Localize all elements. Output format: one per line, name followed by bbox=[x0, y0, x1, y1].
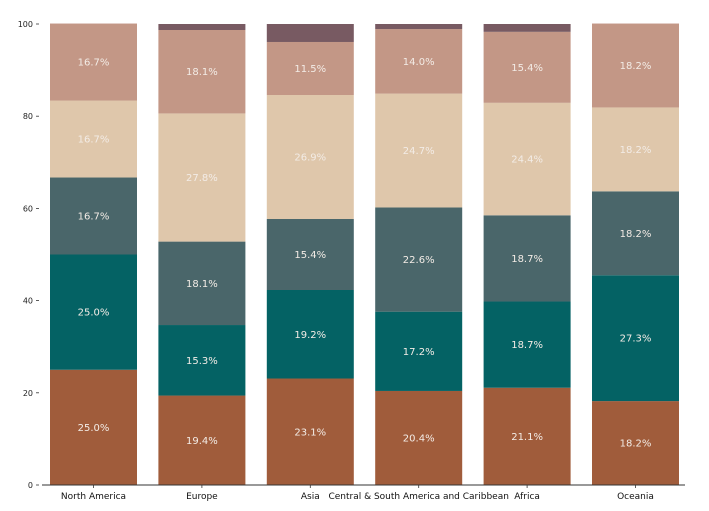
bar-segment bbox=[592, 275, 679, 402]
segment-value-label: 23.1% bbox=[294, 427, 326, 438]
segment-value-label: 18.7% bbox=[511, 254, 543, 265]
y-tick-label: 80 bbox=[23, 112, 33, 121]
segment-labels-layer: 25.0% 25.0% 16.7% 16.7% 16.7% 19.4% 15.3% 18.1%… bbox=[78, 57, 652, 450]
segment-value-label: 20.4% bbox=[403, 433, 435, 444]
segment-value-label: 11.5% bbox=[294, 64, 326, 75]
bar-segment bbox=[50, 23, 137, 101]
bar-segment bbox=[266, 289, 354, 379]
bar-segment bbox=[158, 241, 246, 326]
bars-layer bbox=[50, 23, 679, 485]
x-category-label: Asia bbox=[301, 492, 320, 502]
segment-value-label: 26.9% bbox=[294, 152, 326, 163]
segment-value-label: 19.4% bbox=[186, 436, 218, 447]
segment-value-label: 18.1% bbox=[186, 279, 218, 290]
bar-segment bbox=[158, 113, 246, 242]
bar-segment bbox=[592, 23, 679, 108]
bar-segment bbox=[266, 41, 354, 95]
segment-value-label: 14.0% bbox=[403, 57, 435, 68]
segment-value-label: 18.2% bbox=[620, 61, 652, 72]
segment-value-label: 15.4% bbox=[511, 63, 543, 74]
segment-value-label: 27.3% bbox=[620, 334, 652, 345]
bar-segment bbox=[266, 219, 354, 290]
segment-value-label: 18.2% bbox=[620, 229, 652, 240]
segment-value-label: 15.3% bbox=[186, 356, 218, 367]
segment-value-label: 18.1% bbox=[186, 67, 218, 78]
bar-segment bbox=[50, 254, 137, 370]
bar-segment bbox=[592, 107, 679, 192]
bar-segment bbox=[592, 401, 679, 485]
segment-value-label: 15.4% bbox=[294, 250, 326, 261]
x-axis: North America Europe Asia Central & South A… bbox=[42, 484, 685, 502]
bar-segment bbox=[266, 378, 354, 485]
bar-segment bbox=[158, 325, 246, 396]
bar-segment bbox=[50, 100, 137, 178]
bar-segment bbox=[483, 102, 571, 216]
segment-value-label: 25.0% bbox=[78, 308, 110, 319]
bar-segment bbox=[266, 94, 354, 220]
segment-value-label: 24.7% bbox=[403, 146, 435, 157]
bar-segment bbox=[50, 177, 137, 255]
bar-segment bbox=[483, 24, 571, 32]
bar-segment bbox=[483, 387, 571, 485]
bar-segment bbox=[375, 24, 463, 30]
segment-value-label: 16.7% bbox=[78, 135, 110, 146]
segment-value-label: 19.2% bbox=[294, 330, 326, 341]
segment-value-label: 18.2% bbox=[620, 439, 652, 450]
bar-segment bbox=[375, 207, 463, 312]
bar-segment bbox=[375, 311, 463, 391]
segment-value-label: 22.6% bbox=[403, 255, 435, 266]
segment-value-label: 27.8% bbox=[186, 173, 218, 184]
y-tick-label: 40 bbox=[23, 297, 33, 306]
segment-value-label: 18.7% bbox=[511, 340, 543, 351]
segment-value-label: 17.2% bbox=[403, 347, 435, 358]
x-category-label: Africa bbox=[514, 492, 540, 502]
bar-segment bbox=[483, 31, 571, 103]
bar-segment bbox=[266, 24, 354, 42]
segment-value-label: 24.4% bbox=[511, 155, 543, 166]
segment-value-label: 21.1% bbox=[511, 432, 543, 443]
bar-segment bbox=[50, 369, 137, 485]
bar-segment bbox=[375, 29, 463, 94]
bar-segment bbox=[483, 301, 571, 388]
bar-segment bbox=[158, 29, 246, 114]
bar-segment bbox=[592, 191, 679, 276]
segment-value-label: 16.7% bbox=[78, 212, 110, 223]
x-category-label: Europe bbox=[186, 492, 218, 502]
bar-segment bbox=[375, 93, 463, 208]
bar-segment bbox=[158, 395, 246, 485]
x-category-label: Central & South America and Caribbean bbox=[328, 492, 509, 502]
y-tick-label: 20 bbox=[23, 389, 33, 398]
y-axis: 0 20 40 60 80 100 bbox=[18, 20, 39, 490]
segment-value-label: 16.7% bbox=[78, 58, 110, 69]
bar-segment bbox=[375, 390, 463, 485]
bar-segment bbox=[158, 24, 246, 30]
x-category-label: North America bbox=[61, 492, 126, 502]
bar-segment bbox=[483, 215, 571, 302]
segment-value-label: 25.0% bbox=[78, 423, 110, 434]
segment-value-label: 18.2% bbox=[620, 145, 652, 156]
y-tick-label: 100 bbox=[18, 20, 33, 29]
y-tick-label: 60 bbox=[23, 204, 33, 213]
y-tick-label: 0 bbox=[28, 481, 33, 490]
x-category-label: Oceania bbox=[617, 492, 654, 502]
